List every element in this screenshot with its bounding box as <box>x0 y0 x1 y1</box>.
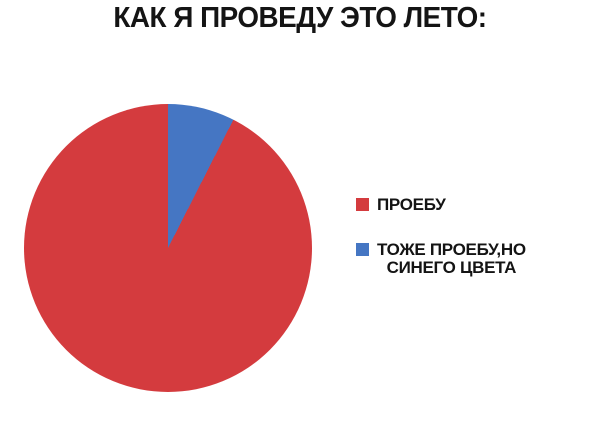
legend-label-blue: ТОЖЕ ПРОЕБУ,НО СИНЕГО ЦВЕТА <box>377 241 526 277</box>
legend-swatch-red-icon <box>356 198 369 211</box>
legend-item-red: ПРОЕБУ <box>356 196 526 214</box>
legend-label-red: ПРОЕБУ <box>377 195 446 214</box>
legend-swatch-blue-icon <box>356 243 369 256</box>
legend-item-blue: ТОЖЕ ПРОЕБУ,НО СИНЕГО ЦВЕТА <box>356 241 526 277</box>
chart-legend: ПРОЕБУ ТОЖЕ ПРОЕБУ,НО СИНЕГО ЦВЕТА <box>356 196 526 304</box>
chart-title: КАК Я ПРОВЕДУ ЭТО ЛЕТО: <box>113 2 487 34</box>
pie-chart <box>24 104 312 392</box>
legend-label-blue-line2: СИНЕГО ЦВЕТА <box>386 258 517 277</box>
legend-label-blue-line1: ТОЖЕ ПРОЕБУ,НО <box>377 240 526 259</box>
